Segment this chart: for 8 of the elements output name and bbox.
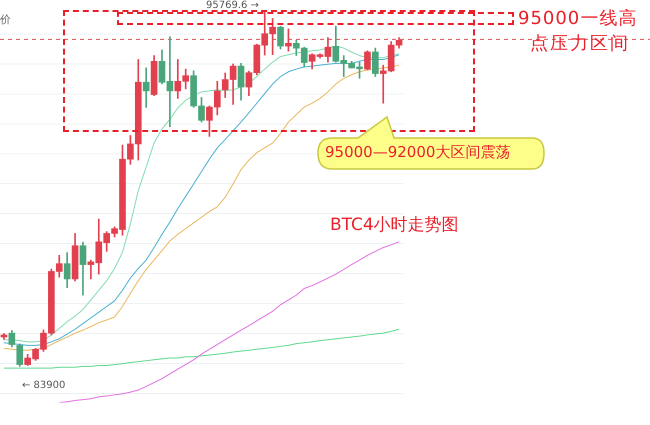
text: 95000一线高: [518, 7, 638, 30]
text: 点压力区间: [530, 32, 630, 55]
annotation: 95769.6 →: [206, 0, 259, 11]
annotation: 价: [0, 12, 11, 27]
candlestick: [285, 28, 292, 52]
annotation: 95000—92000大区间震荡: [325, 143, 510, 162]
text: ← 83900: [22, 380, 66, 391]
annotation: BTC4小时走势图: [330, 214, 459, 236]
